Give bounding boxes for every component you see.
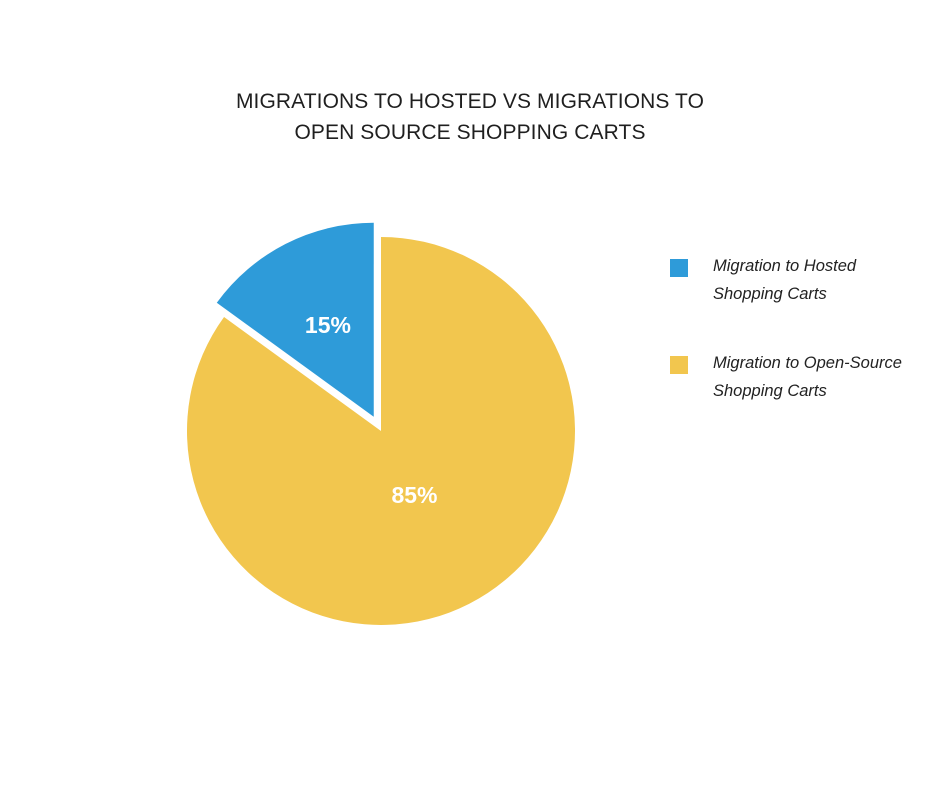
pie-slice-hosted	[216, 222, 374, 417]
legend-label-hosted-line-1: Migration to Hosted	[713, 257, 857, 275]
legend-label-hosted: Migration to Hosted Shopping Carts	[713, 252, 938, 308]
legend-swatch-hosted	[670, 259, 688, 277]
legend-label-open-source-line-2: Shopping Carts	[713, 382, 827, 400]
pie-slice-label-open-source: 85%	[391, 482, 437, 508]
legend-label-hosted-line-2: Shopping Carts	[713, 285, 827, 303]
legend-swatch-open-source	[670, 356, 688, 374]
chart-title-line-1: MIGRATIONS TO HOSTED VS MIGRATIONS TO	[235, 90, 705, 113]
chart-title: MIGRATIONS TO HOSTED VS MIGRATIONS TO OP…	[150, 86, 790, 148]
legend-label-open-source-line-1: Migration to Open-Source	[713, 354, 902, 372]
chart-title-line-2: OPEN SOURCE SHOPPING CARTS	[294, 121, 646, 144]
pie-slice-label-hosted: 15%	[305, 312, 351, 338]
legend-label-open-source: Migration to Open-Source Shopping Carts	[713, 349, 938, 405]
pie-slice-open-source	[187, 237, 576, 625]
